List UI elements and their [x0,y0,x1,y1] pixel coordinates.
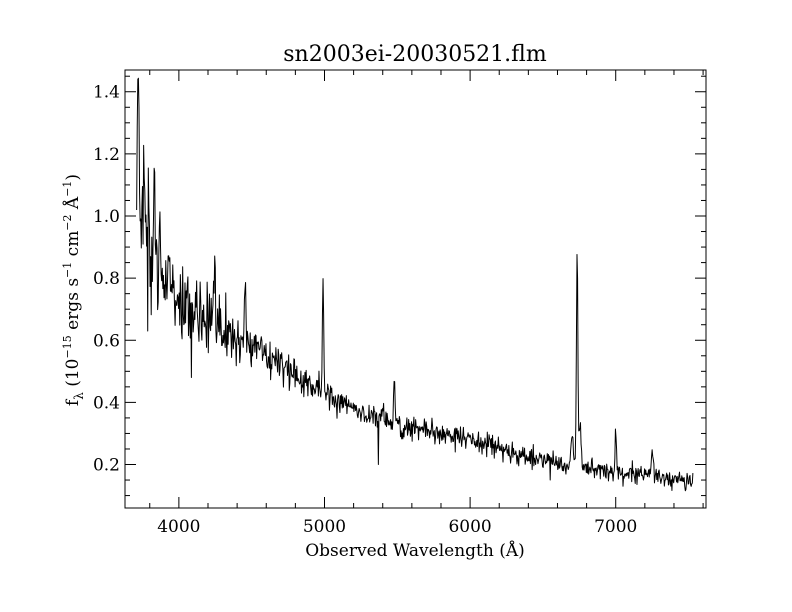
y-tick-label: 1.4 [93,83,120,103]
x-tick-label: 6000 [448,517,491,537]
y-tick-labels: 0.2 0.4 0.6 0.8 1.0 1.2 1.4 [93,83,120,476]
y-tick-label: 0.4 [93,393,120,413]
axis-ticks [125,70,706,508]
x-tick-label: 5000 [303,517,346,537]
x-axis-label: Observed Wavelength (Å) [305,540,525,561]
y-tick-label: 0.6 [93,331,120,351]
x-tick-labels: 4000 5000 6000 7000 [157,517,637,537]
y-tick-label: 0.2 [93,456,120,476]
spectrum-line [136,77,694,492]
chart-title: sn2003ei-20030521.flm [283,42,547,67]
x-tick-label: 4000 [157,517,200,537]
x-tick-label: 7000 [594,517,637,537]
y-axis-label: fλ (10−15 ergs s−1 cm−2 Å−1) [61,174,86,406]
y-tick-label: 1.2 [93,145,120,165]
plot-frame [124,69,707,509]
y-tick-label: 1.0 [93,207,120,227]
y-tick-label: 0.8 [93,269,120,289]
